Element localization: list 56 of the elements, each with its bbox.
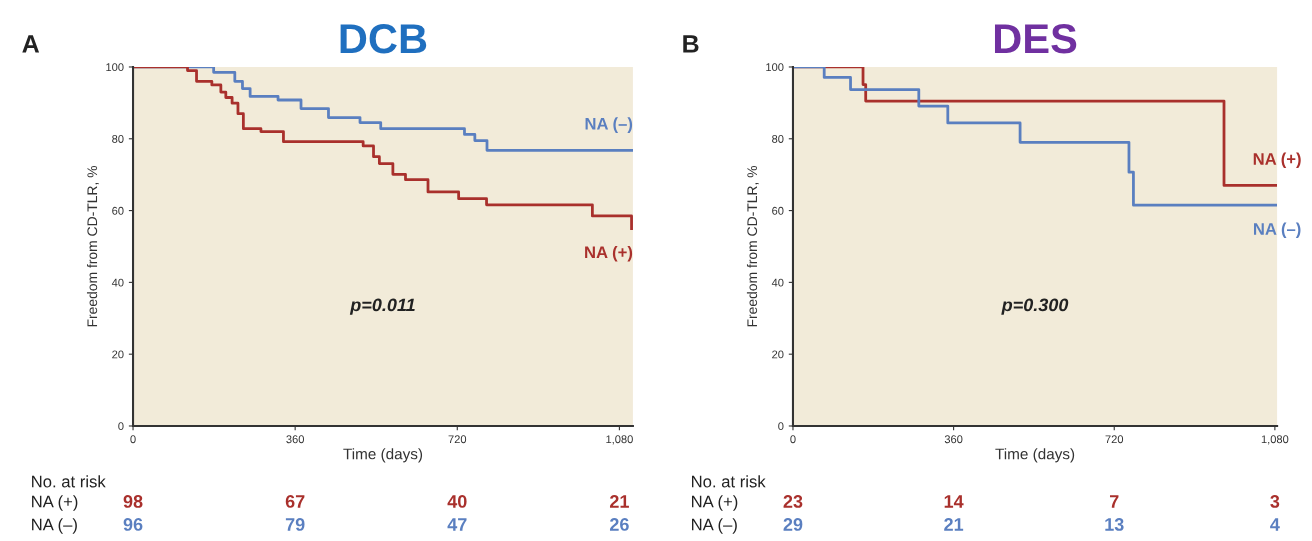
annotation: p=0.300 [1001, 298, 1069, 315]
text: 47 [447, 518, 467, 531]
text: NA (–) [32, 518, 77, 534]
text: NA (+) [692, 495, 738, 511]
text: 13 [1105, 518, 1124, 531]
y-tick-label: 80 [112, 135, 124, 143]
y-tick-label: 20 [112, 350, 124, 359]
y-tick-label: 0 [118, 422, 124, 431]
chart-title: DES [994, 23, 1077, 54]
text: 14 [944, 495, 964, 508]
x-tick-label: 360 [286, 435, 304, 444]
y-tick-label: 80 [772, 135, 784, 143]
text: 79 [285, 518, 305, 531]
text: A [22, 35, 40, 53]
text: No. at risk [692, 475, 766, 488]
x-tick-label: 1,080 [606, 435, 633, 445]
y-tick-label: 0 [778, 422, 784, 431]
y-tick-label: 100 [106, 63, 124, 72]
y-tick-label: 40 [771, 278, 784, 287]
series-label: NA (+) [1253, 152, 1301, 169]
x-tick-label: 720 [1105, 435, 1124, 444]
text: 67 [285, 495, 305, 508]
text: 98 [123, 495, 143, 508]
series-label: NA (+) [585, 245, 633, 262]
text: 21 [944, 518, 964, 531]
x-tick-label: 1,080 [1261, 435, 1289, 445]
x-tick-label: 360 [944, 435, 963, 444]
series-label: NA (–) [585, 117, 633, 133]
x-tick-label: 0 [790, 435, 796, 444]
y-tick-label: 60 [772, 206, 784, 215]
text: 23 [783, 495, 803, 508]
x-axis-title: Time (days) [343, 448, 423, 463]
x-tick-label: 720 [448, 435, 467, 444]
chart-title: DCB [340, 23, 427, 54]
text: NA (+) [32, 495, 78, 511]
text: 21 [609, 495, 629, 508]
text: 3 [1270, 495, 1280, 508]
text: B [683, 35, 699, 53]
x-axis-title: Time (days) [995, 448, 1075, 463]
text: 7 [1109, 495, 1119, 508]
text: 26 [609, 518, 629, 531]
text: 29 [783, 518, 803, 531]
text: 40 [447, 495, 467, 508]
series-label: NA (–) [1253, 222, 1301, 239]
text: No. at risk [32, 475, 106, 488]
y-tick-label: 20 [772, 350, 784, 359]
text: 4 [1270, 518, 1280, 531]
text: NA (–) [692, 518, 737, 534]
y-tick-label: 60 [112, 206, 124, 215]
annotation: p=0.011 [349, 298, 415, 315]
text: 96 [123, 518, 143, 531]
y-axis-title: Freedom from CD-TLR, % [746, 165, 759, 327]
y-tick-label: 40 [111, 278, 124, 287]
x-tick-label: 0 [130, 435, 136, 444]
y-axis-title: Freedom from CD-TLR, % [86, 165, 99, 327]
y-tick-label: 100 [766, 63, 784, 72]
